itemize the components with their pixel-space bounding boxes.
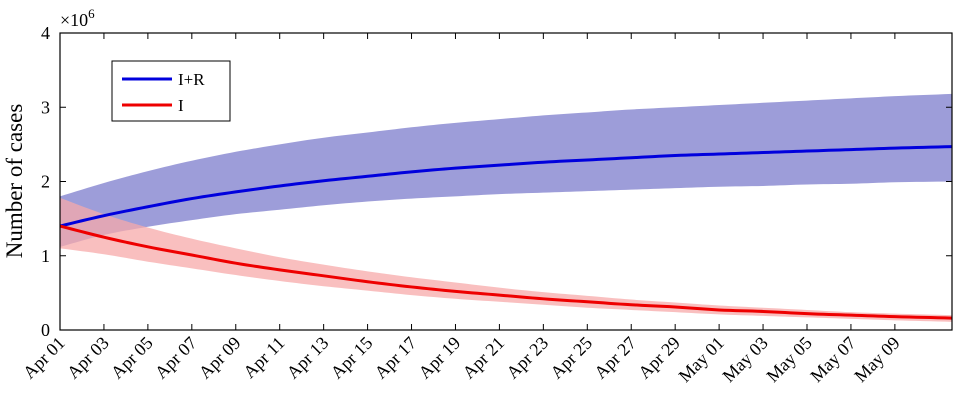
y-axis-multiplier: ×106	[60, 6, 95, 30]
confidence-band-i-plus-r	[60, 93, 952, 247]
series-lines	[59, 145, 953, 320]
y-tick-label: 3	[41, 97, 50, 117]
y-axis-label: Number of cases	[2, 104, 27, 259]
legend-box	[111, 60, 231, 122]
legend-label-i-plus-r: I+R	[178, 70, 205, 89]
legend: I+R I	[111, 60, 231, 122]
y-tick-label: 2	[41, 172, 50, 192]
y-tick-label: 1	[41, 246, 50, 266]
y-axis: 0 1 2 3 4	[41, 23, 952, 340]
legend-label-i: I	[178, 96, 184, 115]
y-tick-label: 4	[41, 23, 50, 43]
y-axis-multiplier-exponent: 6	[88, 6, 95, 21]
y-axis-multiplier-base: ×10	[60, 10, 88, 30]
y-tick-label: 0	[41, 320, 50, 340]
